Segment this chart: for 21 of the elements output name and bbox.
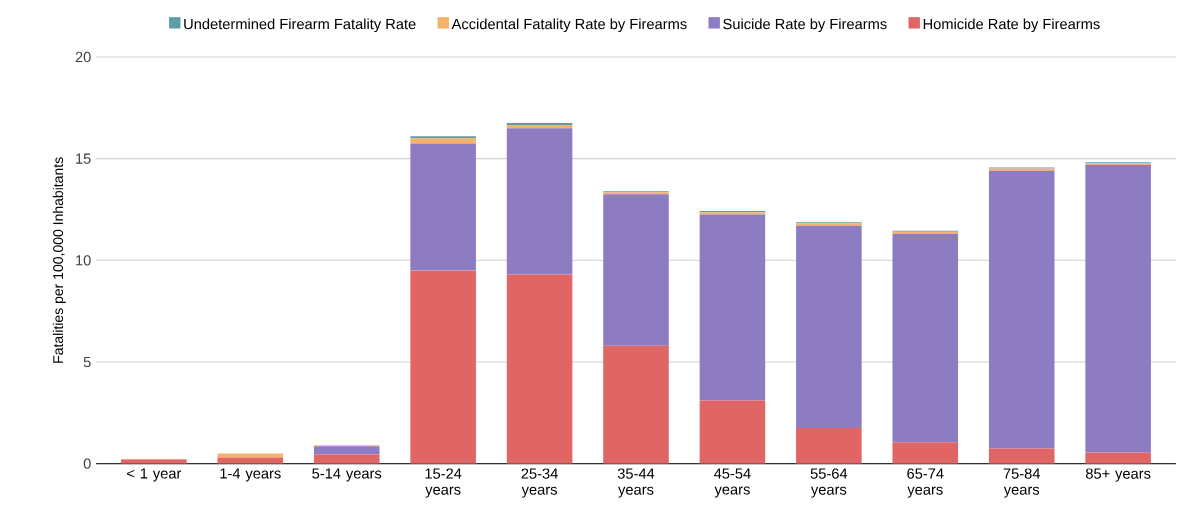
y-axis-title: Fatalities per 100,000 Inhabitants: [52, 157, 66, 363]
x-tick-label: 55-64 years: [810, 468, 848, 498]
x-tick-label: 75-84 years: [1003, 468, 1041, 498]
y-tick-label: 10: [76, 255, 91, 266]
x-tick-label: 5-14 years: [312, 468, 382, 482]
y-tick-label: 0: [83, 458, 91, 469]
x-tick-label: 25-34 years: [521, 468, 558, 498]
legend-label: Suicide Rate by Firearms: [723, 18, 887, 33]
legend-label: Undetermined Firearm Fatality Rate: [184, 18, 416, 33]
legend-label: Homicide Rate by Firearms: [923, 18, 1100, 33]
y-tick-label: 15: [76, 153, 91, 164]
legend-label: Accidental Fatality Rate by Firearms: [451, 18, 687, 33]
x-tick-label: 15-24 years: [425, 468, 462, 498]
x-tick-label: 65-74 years: [907, 468, 944, 498]
x-tick-label: 85+ years: [1085, 468, 1151, 482]
x-tick-label: 45-54 years: [714, 468, 751, 498]
y-tick-label: 5: [83, 356, 91, 368]
x-tick-label: 1-4 years: [220, 468, 281, 482]
y-tick-label: 20: [75, 51, 91, 63]
x-tick-label: < 1 year: [127, 468, 182, 482]
x-tick-label: 35-44 years: [617, 468, 655, 498]
